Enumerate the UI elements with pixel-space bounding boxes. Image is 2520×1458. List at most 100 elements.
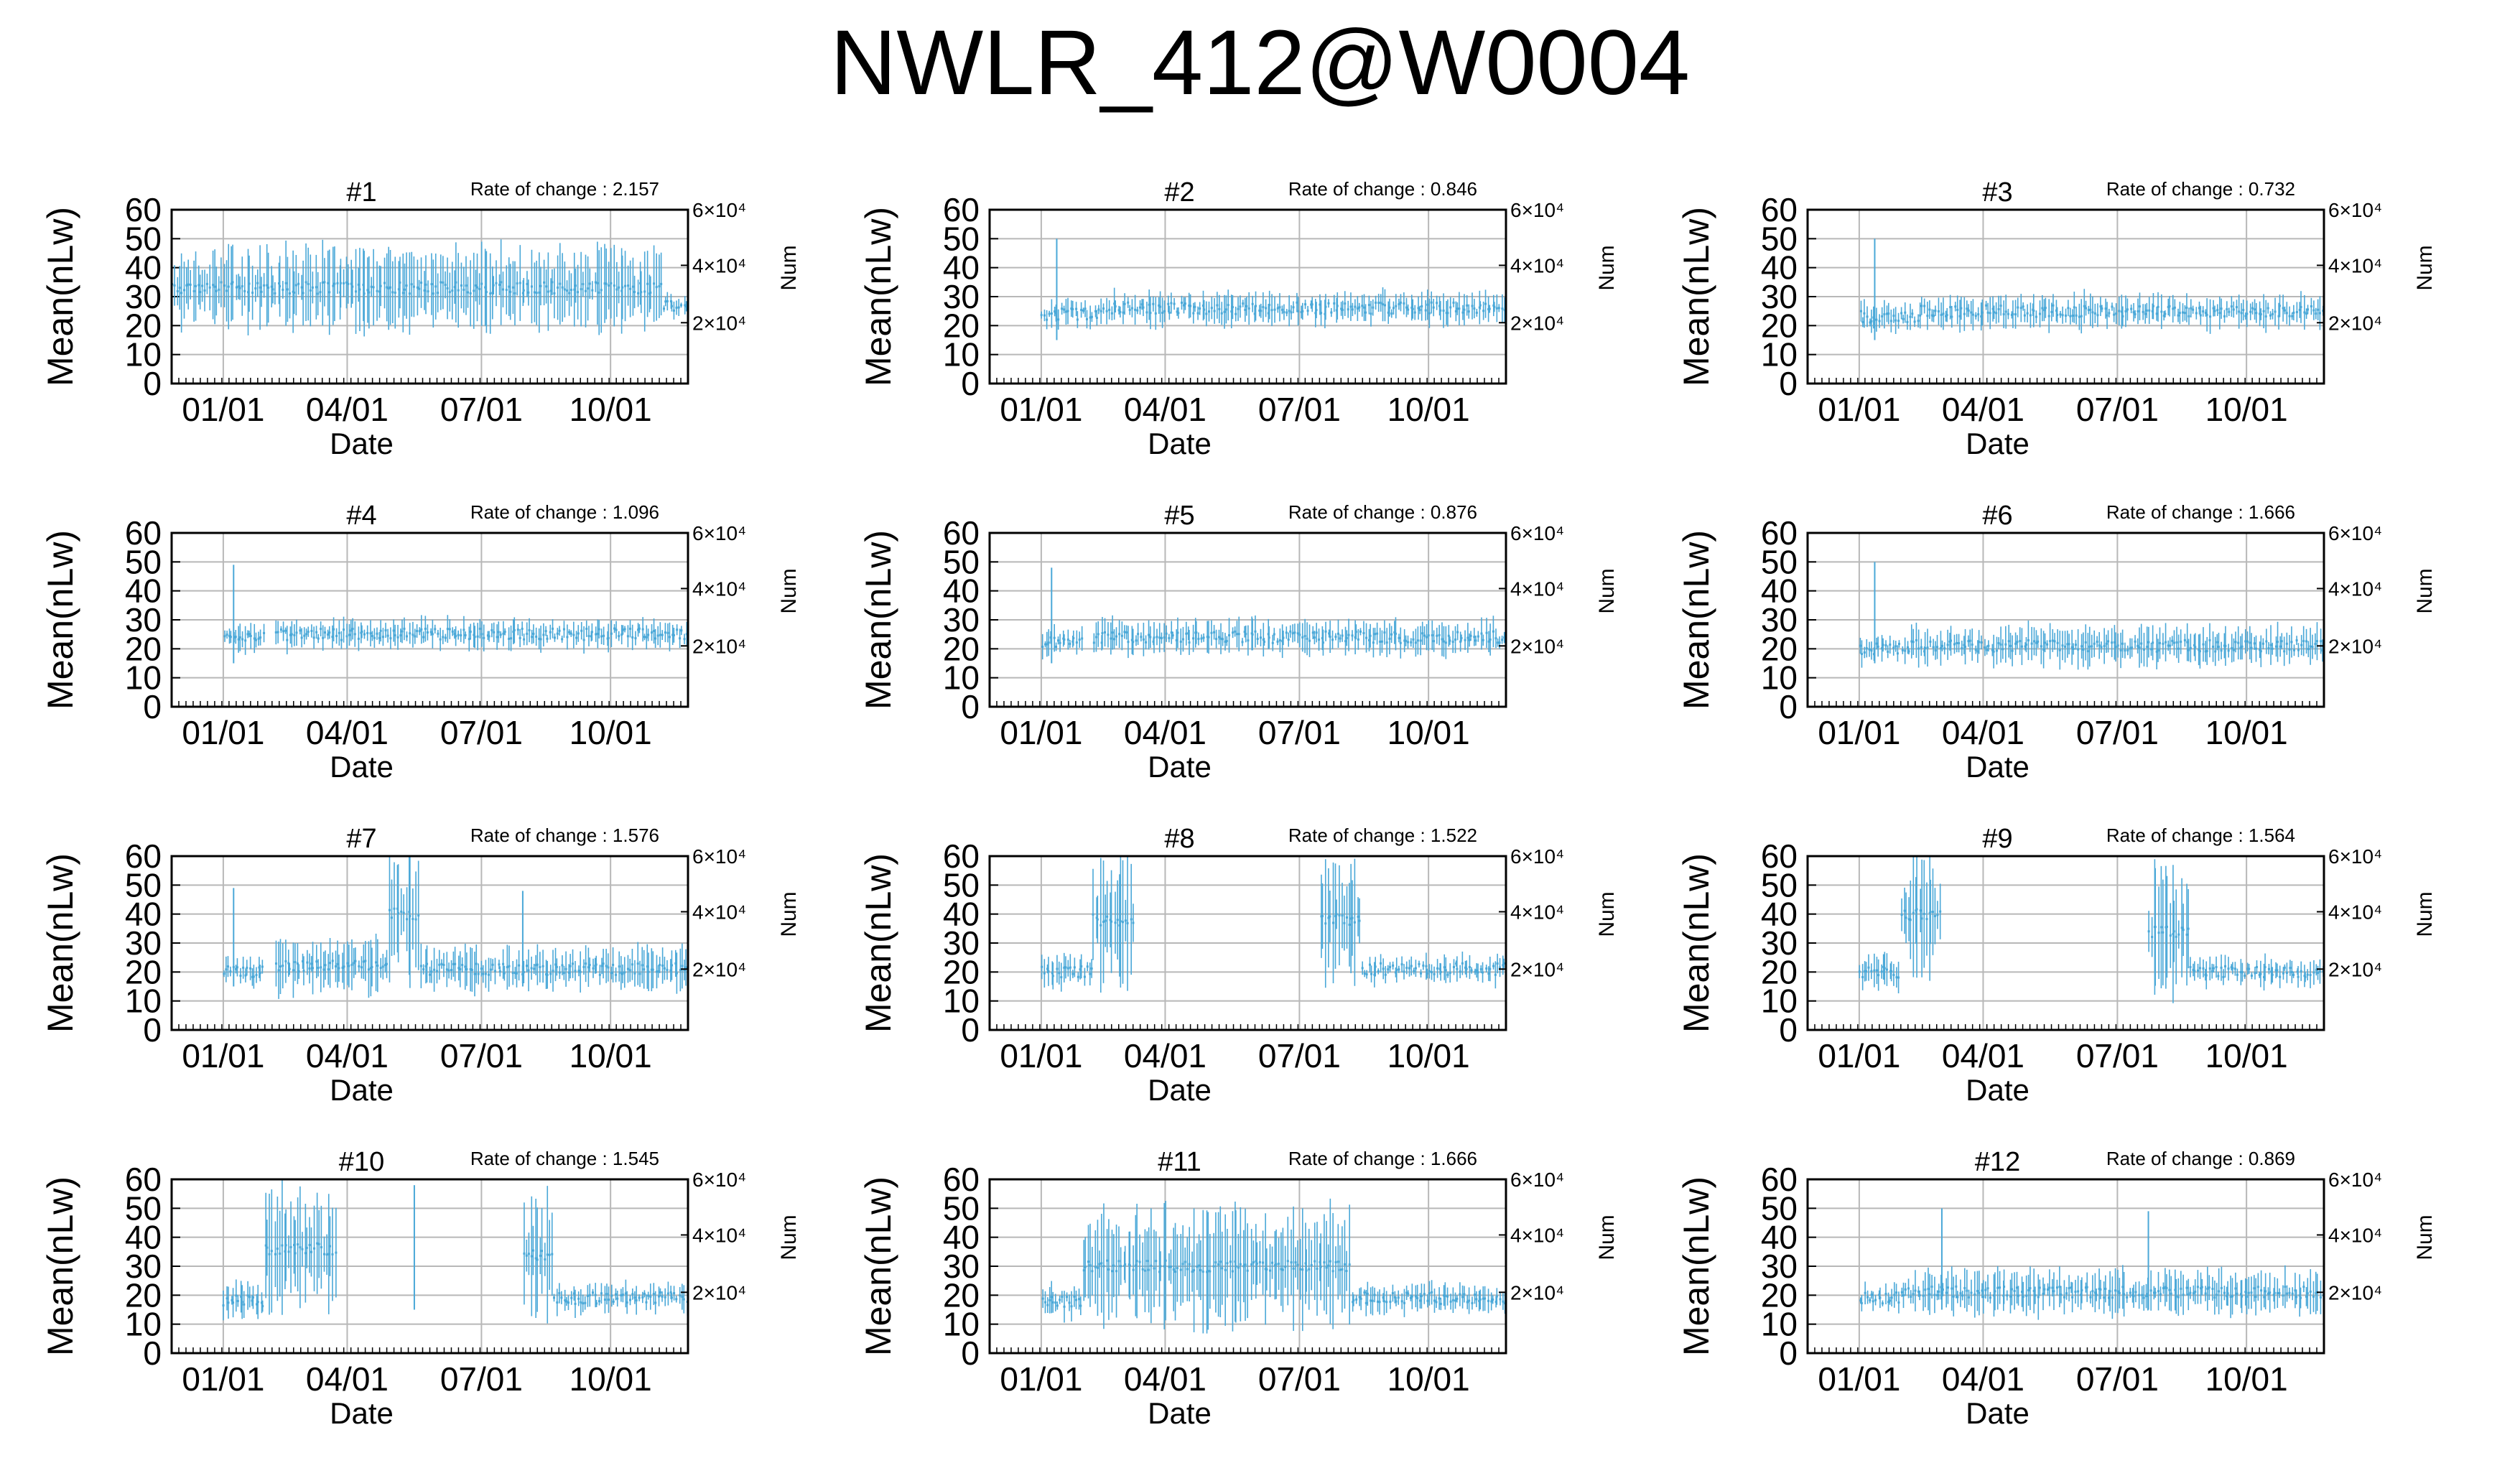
- y2-tick-label: 2×10⁴: [2328, 312, 2382, 334]
- x-tick-label: 07/01: [1258, 714, 1341, 751]
- x-tick-label: 07/01: [1258, 1037, 1341, 1074]
- x-tick-label: 07/01: [1258, 391, 1341, 428]
- x-tick-label: 01/01: [1818, 391, 1900, 428]
- y2-tick-label: 2×10⁴: [2328, 958, 2382, 980]
- y2-tick-label: 2×10⁴: [692, 635, 746, 657]
- y2-tick-label: 4×10⁴: [692, 254, 746, 277]
- x-axis-label: Date: [330, 1073, 394, 1107]
- x-tick-label: 01/01: [182, 391, 264, 428]
- x-tick-label: 10/01: [2205, 1037, 2288, 1074]
- rate-of-change-label: Rate of change : 0.732: [2106, 178, 2295, 200]
- x-tick-label: 01/01: [182, 1360, 264, 1398]
- y2-axis-label: Num: [2413, 891, 2437, 937]
- y-axis-label: Mean(nLw): [40, 207, 80, 386]
- y2-axis-label: Num: [2413, 568, 2437, 613]
- x-tick-label: 10/01: [1387, 391, 1470, 428]
- y2-tick-label: 4×10⁴: [2328, 254, 2382, 277]
- x-tick-label: 07/01: [440, 391, 523, 428]
- x-tick-label: 01/01: [1818, 1037, 1900, 1074]
- y2-tick-label: 4×10⁴: [1510, 254, 1564, 277]
- x-axis-label: Date: [1148, 427, 1212, 460]
- x-tick-label: 07/01: [440, 1037, 523, 1074]
- x-tick-label: 04/01: [306, 1037, 389, 1074]
- y2-tick-label: 6×10⁴: [2328, 199, 2382, 221]
- y-axis-label: Mean(nLw): [1676, 530, 1716, 710]
- y-axis-label: Mean(nLw): [1676, 853, 1716, 1033]
- y2-axis-label: Num: [777, 891, 801, 937]
- y2-tick-label: 6×10⁴: [1510, 199, 1564, 221]
- y2-axis-label: Num: [777, 568, 801, 613]
- x-tick-label: 10/01: [2205, 714, 2288, 751]
- x-tick-label: 01/01: [1000, 1037, 1082, 1074]
- y2-tick-label: 4×10⁴: [1510, 901, 1564, 923]
- y-tick-label: 60: [943, 837, 980, 875]
- y-axis-label: Mean(nLw): [40, 853, 80, 1033]
- rate-of-change-label: Rate of change : 1.096: [470, 501, 659, 523]
- x-tick-label: 10/01: [569, 1360, 652, 1398]
- x-tick-label: 07/01: [1258, 1360, 1341, 1398]
- y2-axis-label: Num: [1595, 245, 1619, 290]
- y-axis-label: Mean(nLw): [858, 530, 898, 710]
- x-tick-label: 01/01: [1818, 714, 1900, 751]
- subplot-title: #6: [1982, 501, 2012, 531]
- x-tick-label: 04/01: [1942, 1037, 2024, 1074]
- y-tick-label: 60: [1761, 191, 1798, 228]
- x-tick-label: 07/01: [440, 1360, 523, 1398]
- x-axis-label: Date: [330, 750, 394, 784]
- x-tick-label: 04/01: [306, 1360, 389, 1398]
- x-axis-label: Date: [1966, 1073, 2030, 1107]
- x-tick-label: 01/01: [1000, 391, 1082, 428]
- y2-tick-label: 2×10⁴: [692, 1281, 746, 1304]
- y-tick-label: 60: [943, 1161, 980, 1198]
- rate-of-change-label: Rate of change : 1.666: [2106, 501, 2295, 523]
- x-axis-label: Date: [1148, 750, 1212, 784]
- subplot-title: #3: [1982, 177, 2012, 208]
- x-tick-label: 10/01: [569, 391, 652, 428]
- x-tick-label: 01/01: [182, 1037, 264, 1074]
- y-axis-label: Mean(nLw): [858, 207, 898, 386]
- subplot-title: #2: [1164, 177, 1194, 208]
- subplot-title: #7: [346, 824, 376, 854]
- subplot-title: #8: [1164, 824, 1194, 854]
- y2-tick-label: 6×10⁴: [1510, 522, 1564, 544]
- rate-of-change-label: Rate of change : 0.846: [1288, 178, 1477, 200]
- y2-tick-label: 6×10⁴: [692, 522, 746, 544]
- x-tick-label: 04/01: [1124, 1037, 1206, 1074]
- y2-tick-label: 4×10⁴: [2328, 901, 2382, 923]
- x-axis-label: Date: [330, 1396, 394, 1430]
- y-tick-label: 60: [943, 514, 980, 552]
- y-tick-label: 60: [125, 1161, 162, 1198]
- x-tick-label: 04/01: [306, 391, 389, 428]
- y2-tick-label: 6×10⁴: [2328, 845, 2382, 868]
- y-axis-label: Mean(nLw): [40, 1176, 80, 1356]
- y2-tick-label: 4×10⁴: [1510, 577, 1564, 600]
- y2-tick-label: 6×10⁴: [1510, 845, 1564, 868]
- x-tick-label: 04/01: [1942, 714, 2024, 751]
- y2-tick-label: 6×10⁴: [692, 845, 746, 868]
- series-mean-nlw: [1859, 562, 2324, 669]
- x-tick-label: 10/01: [569, 1037, 652, 1074]
- rate-of-change-label: Rate of change : 1.666: [1288, 1148, 1477, 1169]
- y2-tick-label: 2×10⁴: [1510, 635, 1564, 657]
- x-tick-label: 10/01: [1387, 1360, 1470, 1398]
- x-tick-label: 07/01: [2076, 714, 2159, 751]
- y2-tick-label: 2×10⁴: [692, 958, 746, 980]
- x-axis-label: Date: [330, 427, 394, 460]
- rate-of-change-label: Rate of change : 1.576: [470, 825, 659, 846]
- y-tick-label: 60: [125, 191, 162, 228]
- y2-tick-label: 6×10⁴: [692, 1169, 746, 1191]
